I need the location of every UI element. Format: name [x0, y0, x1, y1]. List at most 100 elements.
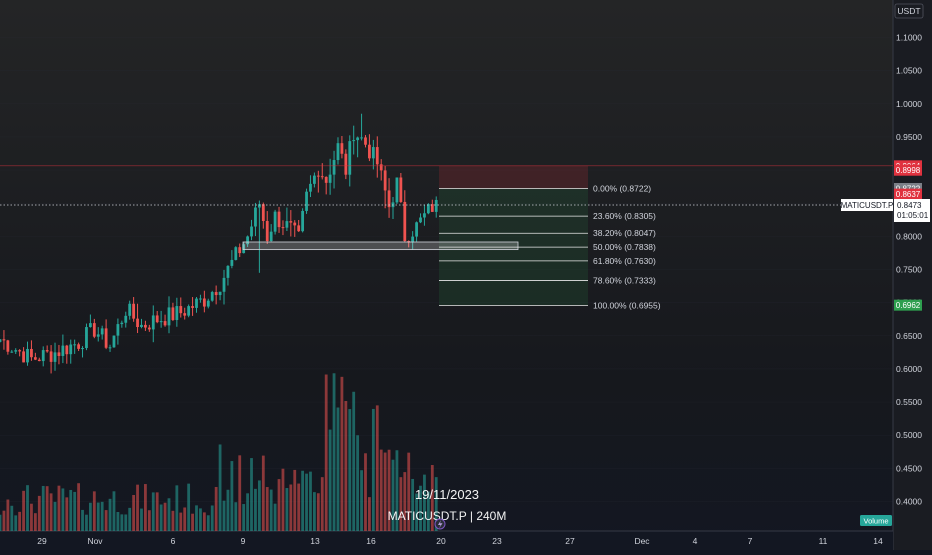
candle-body — [100, 328, 104, 335]
price-scale-bg — [893, 0, 932, 550]
x-tick-label: 6 — [171, 536, 176, 546]
candle-body — [85, 327, 88, 349]
candle-body — [2, 339, 6, 341]
volume-bar — [313, 492, 316, 531]
volume-bar — [53, 501, 57, 531]
candle-body — [108, 347, 112, 349]
candle-body — [324, 176, 328, 183]
volume-bar — [30, 503, 33, 531]
volume-bar — [234, 502, 238, 531]
x-tick-label: 13 — [310, 536, 320, 546]
candle-body — [140, 324, 143, 328]
candle-body — [37, 359, 41, 362]
volume-bar — [387, 449, 391, 531]
candle-body — [199, 298, 202, 300]
volume-bar — [14, 515, 18, 531]
fib-level-label: 38.20% (0.8047) — [593, 228, 656, 238]
candle-body — [234, 247, 238, 260]
candle-body — [293, 222, 297, 226]
volume-bar — [352, 391, 356, 531]
volume-bar — [191, 513, 194, 531]
candle-body — [10, 351, 14, 353]
candle-body — [124, 315, 128, 323]
candle-body — [41, 350, 45, 362]
volume-bar — [151, 492, 155, 531]
candle-body — [336, 143, 340, 161]
candle-body — [22, 351, 25, 363]
candle-body — [14, 350, 18, 352]
candle-body — [61, 345, 65, 356]
volume-bar — [57, 485, 61, 531]
volume-bar — [238, 455, 242, 531]
candle-body — [434, 199, 438, 212]
volume-bar — [305, 473, 308, 531]
candle-body — [116, 324, 120, 336]
volume-bar — [104, 510, 108, 531]
volume-bar — [159, 504, 163, 531]
candle-body — [69, 344, 73, 355]
volume-bar — [65, 497, 69, 531]
y-tick-label: 1.0500 — [896, 66, 922, 76]
candle-body — [246, 236, 249, 245]
candle-body — [395, 177, 399, 203]
candle-body — [210, 292, 214, 301]
candle-body — [206, 300, 210, 307]
candle-body — [305, 191, 308, 211]
volume-bar — [261, 455, 265, 531]
candle-body — [423, 213, 426, 218]
candle-body — [120, 322, 124, 325]
y-tick-label: 0.7500 — [896, 265, 922, 275]
volume-bar — [257, 480, 261, 531]
volume-bar — [163, 502, 167, 531]
volume-bar — [383, 452, 387, 531]
volume-bar — [214, 486, 218, 531]
volume-bar — [375, 405, 379, 531]
volume-bar — [423, 474, 426, 531]
volume-bar — [285, 488, 289, 531]
candle-body — [356, 137, 360, 141]
volume-bar — [411, 478, 415, 531]
candle-body — [289, 221, 293, 223]
x-tick-label: 29 — [37, 536, 47, 546]
candle-body — [163, 321, 167, 326]
candle-body — [183, 313, 187, 316]
candle-body — [426, 204, 430, 214]
candle-body — [360, 137, 363, 139]
x-tick-label: 11 — [819, 536, 828, 546]
watermark-date: 19/11/2023 — [415, 487, 479, 502]
candle-body — [45, 350, 49, 352]
volume-bar — [0, 514, 2, 531]
x-tick-label: 20 — [436, 536, 446, 546]
x-tick-label: 9 — [241, 536, 246, 546]
volume-bar — [364, 453, 367, 531]
candle-body — [49, 351, 53, 362]
volume-bar — [116, 511, 120, 531]
candle-body — [348, 141, 352, 175]
candle-body — [368, 144, 371, 159]
volume-bar — [22, 490, 25, 531]
candle-body — [254, 207, 257, 227]
fib-level-label: 0.00% (0.8722) — [593, 183, 651, 193]
candle-body — [257, 204, 261, 208]
candle-body — [112, 335, 116, 348]
candle-body — [230, 259, 234, 266]
volume-bar — [379, 449, 383, 531]
current-price-label: 0.8473 — [897, 201, 922, 210]
stop-loss-zone — [439, 165, 588, 189]
price-tag-bg — [894, 188, 922, 200]
x-tick-label: 4 — [693, 536, 698, 546]
y-tick-label: 1.0000 — [896, 99, 922, 109]
candle-body — [281, 227, 285, 229]
volume-bar — [254, 488, 257, 531]
volume-bar — [250, 458, 253, 531]
volume-bar — [419, 485, 422, 531]
volume-bar — [2, 510, 6, 531]
watermark-symbol: MATICUSDT.P | 240M — [388, 509, 507, 523]
volume-bar — [18, 511, 22, 531]
volume-bar — [399, 477, 403, 531]
volume-bar — [183, 507, 187, 531]
candle-body — [332, 160, 336, 175]
volume-bar — [356, 435, 360, 531]
